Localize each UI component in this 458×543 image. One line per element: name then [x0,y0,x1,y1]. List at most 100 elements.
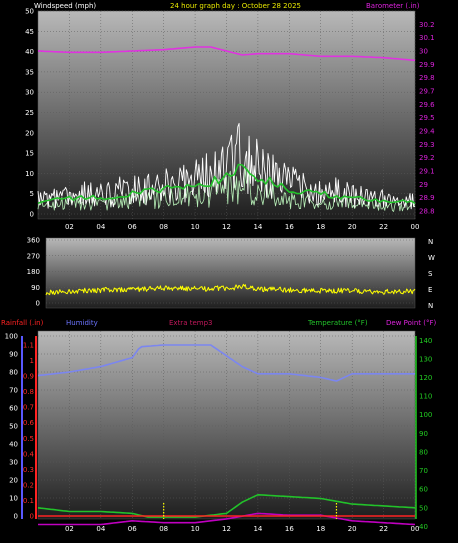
top-left-tick-label: 20 [25,129,34,137]
top-left-tick-label: 10 [25,170,34,178]
extra-temp-legend: Extra temp3 [169,319,212,327]
top-left-tick-label: 35 [25,68,34,76]
top-x-tick-label: 22 [379,223,388,231]
bottom-x-tick-label: 04 [96,525,105,533]
temperature-tick-label: 100 [419,411,432,419]
direction-tick-label: 0 [36,300,40,308]
top-right-tick-label: 29.3 [419,141,435,149]
temperature-tick-label: 140 [419,337,432,345]
rainfall-tick-label: 0.6 [23,419,35,427]
humidity-legend: Humidity [66,319,98,327]
bottom-x-tick-label: 02 [65,525,74,533]
wind-direction-series [45,283,416,296]
direction-letter-n-bottom: N [428,302,433,310]
top-x-tick-label: 08 [159,223,168,231]
bottom-x-tick-label: 16 [285,525,294,533]
top-left-tick-label: 0 [30,211,34,219]
bottom-x-tick-label: 10 [191,525,200,533]
top-left-tick-label: 45 [25,28,34,36]
temperature-f-series [37,493,416,518]
rainfall-tick-label: 0.9 [23,373,34,381]
windspeed-series [37,122,416,210]
top-plot-area [37,10,416,220]
bottom-x-tick-label: 14 [253,525,262,533]
direction-tick-label: 270 [27,252,40,260]
direction-letter-w: W [428,254,435,262]
bottom-x-tick-label: 00 [411,525,420,533]
top-right-tick-label: 28.9 [419,194,435,202]
windspeed-light-series [37,167,416,212]
temperature-tick-label: 70 [419,467,428,475]
humidity-tick-label: 10 [9,495,18,503]
temperature-tick-label: 50 [419,504,428,512]
top-x-tick-label: 20 [348,223,357,231]
bottom-x-tick-label: 06 [128,525,137,533]
bottom-x-tick-label: 18 [316,525,325,533]
top-x-tick-label: 02 [65,223,74,231]
top-right-tick-label: 30 [419,48,428,56]
rainfall-legend: Rainfall (.in) [1,319,44,327]
top-x-tick-label: 06 [128,223,137,231]
top-x-tick-label: 14 [253,223,262,231]
top-x-tick-label: 12 [222,223,231,231]
top-right-tick-label: 28.8 [419,208,435,216]
top-x-tick-label: 04 [96,223,105,231]
rainfall-tick-label: 0 [30,513,34,521]
temperature-tick-label: 130 [419,355,432,363]
barometer-series [37,46,416,62]
rainfall-tick-label: 0.5 [23,435,34,443]
direction-letter-n-top: N [428,238,433,246]
top-left-tick-label: 30 [25,89,34,97]
barometer-axis-title: Barometer (.in) [366,2,420,10]
direction-plot-area [45,237,416,309]
direction-tick-label: 90 [31,284,40,292]
top-right-tick-label: 29.8 [419,74,435,82]
rainfall-tick-label: 1.1 [23,342,34,350]
top-x-tick-label: 18 [316,223,325,231]
top-right-tick-label: 29.9 [419,61,435,69]
top-left-tick-label: 25 [25,109,34,117]
temperature-tick-label: 110 [419,393,432,401]
top-right-tick-label: 29.7 [419,88,435,96]
dew-point-f-series [38,512,416,526]
humidity-tick-label: 30 [9,459,18,467]
humidity-tick-label: 40 [9,441,18,449]
windspeed-axis-title: Windspeed (mph) [34,2,96,10]
rainfall-tick-label: 0.7 [23,404,34,412]
temperature-tick-label: 40 [419,523,428,531]
top-left-tick-label: 50 [25,8,34,16]
windspeed-average-series [37,163,416,204]
top-right-tick-label: 29.6 [419,101,435,109]
top-right-tick-label: 30.2 [419,21,435,29]
bottom-x-tick-label: 20 [348,525,357,533]
humidity-tick-label: 20 [9,477,18,485]
direction-tick-label: 180 [27,268,40,276]
rainfall-tick-label: 0.4 [23,450,35,458]
dew-point-legend: Dew Point (°F) [386,319,437,327]
humidity-tick-label: 70 [9,387,18,395]
top-right-tick-label: 29.5 [419,114,435,122]
rainfall-tick-label: 0.1 [23,497,34,505]
temperature-tick-label: 80 [419,448,428,456]
rainfall-tick-label: 1 [30,357,34,365]
direction-letter-e: E [428,286,432,294]
chart-title: 24 hour graph day : October 28 2025 [170,2,301,10]
temperature-tick-label: 90 [419,430,428,438]
top-right-tick-label: 29.4 [419,128,435,136]
bottom-x-tick-label: 12 [222,525,231,533]
top-x-tick-label: 10 [191,223,200,231]
temperature-legend: Temperature (°F) [307,319,368,327]
rainfall-tick-label: 0.3 [23,466,34,474]
top-left-tick-label: 15 [25,150,34,158]
humidity-tick-label: 100 [5,333,18,341]
top-right-tick-label: 29 [419,181,428,189]
temperature-tick-label: 120 [419,374,432,382]
rainfall-tick-label: 0.2 [23,481,34,489]
rainfall-tick-label: 0.8 [23,388,34,396]
humidity-series [37,344,415,382]
bottom-x-tick-label: 22 [379,525,388,533]
direction-letter-s: S [428,270,433,278]
top-left-tick-label: 5 [30,190,34,198]
top-left-tick-label: 40 [25,48,34,56]
humidity-tick-label: 90 [9,351,18,359]
